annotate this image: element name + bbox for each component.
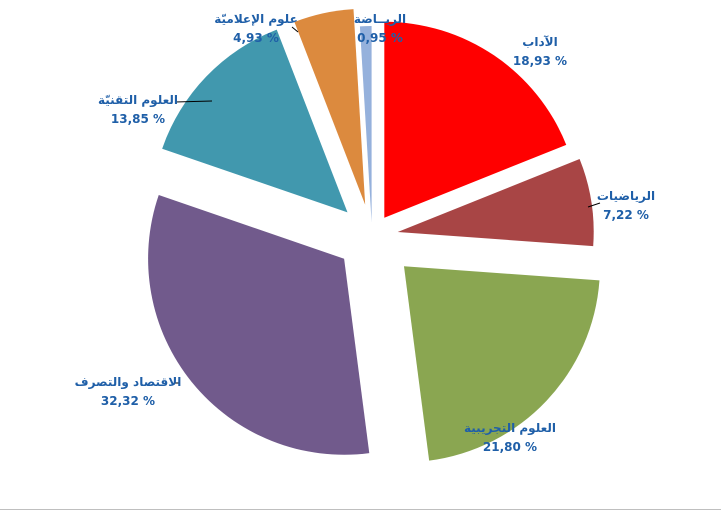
pie-slice-4 (162, 29, 348, 213)
pie-slice-1 (397, 159, 594, 247)
slice-value-4: 13,85 % (111, 112, 165, 126)
slice-value-2: 21,80 % (483, 440, 537, 454)
slices-group (148, 9, 600, 461)
slice-label-1: الرياضيات (597, 189, 655, 203)
slice-label-0: الآداب (522, 35, 557, 49)
leader-line-4 (174, 100, 213, 103)
bottom-divider (0, 509, 721, 510)
pie-slice-6 (359, 26, 372, 223)
slice-label-2: العلوم التجريبية (464, 421, 556, 436)
slice-value-0: 18,93 % (513, 54, 567, 68)
pie-slice-2 (403, 266, 600, 461)
leader-line-5 (291, 26, 299, 33)
pie-slice-0 (384, 21, 567, 218)
slice-value-6: 0,95 % (357, 31, 403, 45)
pie-slice-3 (148, 195, 370, 455)
leader-line-1 (587, 202, 601, 208)
slice-label-4: العلوم التقنيّة (98, 93, 178, 108)
pie-slice-5 (294, 9, 366, 205)
slice-value-1: 7,22 % (603, 208, 649, 222)
slice-label-5: علوم الإعلاميّة (214, 12, 298, 27)
slice-label-6: الريــاضة (354, 12, 406, 26)
slice-value-5: 4,93 % (233, 31, 279, 45)
slice-label-3: الاقتصاد والتصرف (75, 375, 182, 390)
slice-value-3: 32,32 % (101, 394, 155, 408)
labels-group: الآداب 18,93 % الرياضيات 7,22 % العلوم التجر… (75, 12, 655, 454)
